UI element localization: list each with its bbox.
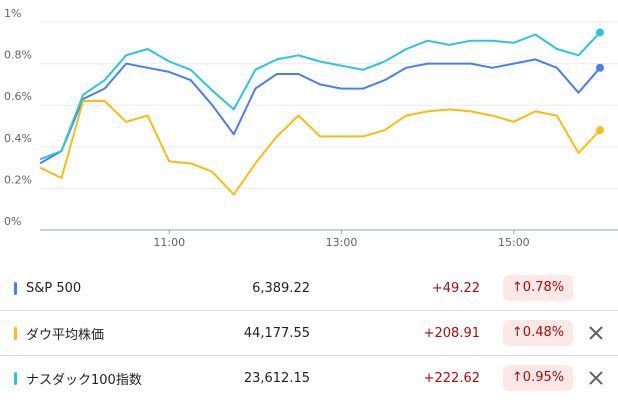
chart: 0% 0.2% 0.4% 0.6% 0.8% 1% 11:00 13:00 15:00 [4, 7, 618, 249]
series-line [39, 58, 601, 165]
series-name: ダウ平均株価 [26, 327, 105, 343]
end-point [596, 28, 604, 37]
end-point [596, 126, 604, 135]
x-tick-label: 13:00 [326, 236, 358, 249]
y-tick-label: 0% [4, 215, 21, 228]
up-arrow-icon: ↑ [511, 325, 523, 340]
series-name: ナスダック100指数 [26, 372, 142, 388]
y-tick-label: 0.8% [4, 49, 32, 62]
change: +208.91 [423, 325, 480, 341]
remove-button[interactable] [587, 369, 605, 387]
price: 44,177.55 [243, 325, 310, 341]
y-tick-label: 0.2% [4, 173, 32, 186]
change-percent: 0.78% [522, 280, 565, 295]
series-color-marker [14, 371, 17, 385]
x-tick-label: 11:00 [153, 236, 185, 249]
price: 23,612.15 [243, 370, 310, 386]
series-color-marker [14, 326, 17, 340]
change-percent: 0.48% [522, 325, 565, 340]
y-tick-label: 1% [4, 7, 21, 20]
change-percent-badge: ↑0.78% [503, 275, 573, 301]
up-arrow-icon: ↑ [511, 370, 523, 385]
series-color-marker [14, 281, 17, 295]
quote-row: ダウ平均株価 44,177.55 +208.91 ↑0.48% [0, 311, 618, 355]
x-tick-label: 15:00 [498, 236, 530, 249]
change: +222.62 [423, 370, 480, 386]
change-percent-badge: ↑0.95% [503, 365, 573, 391]
change-percent-badge: ↑0.48% [503, 320, 573, 346]
row-separator [0, 355, 618, 356]
close-icon [589, 326, 603, 340]
close-icon [589, 371, 603, 385]
row-separator [0, 310, 618, 311]
price: 6,389.22 [252, 280, 310, 296]
series-name: S&P 500 [26, 280, 82, 296]
change: +49.22 [431, 280, 480, 296]
y-tick-label: 0.6% [4, 90, 32, 103]
y-tick-label: 0.4% [4, 132, 32, 145]
end-point [596, 63, 604, 72]
series-line [39, 31, 601, 161]
remove-button[interactable] [587, 324, 605, 342]
series-line [39, 100, 601, 196]
quote-row: S&P 500 6,389.22 +49.22 ↑0.78% [0, 266, 618, 310]
quote-row: ナスダック100指数 23,612.15 +222.62 ↑0.95% [0, 356, 618, 400]
change-percent: 0.95% [522, 370, 565, 385]
up-arrow-icon: ↑ [511, 280, 523, 295]
